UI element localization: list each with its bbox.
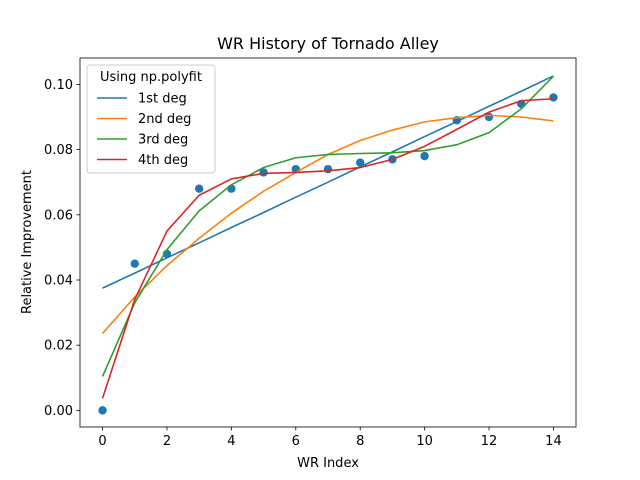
- data-point: [98, 406, 107, 415]
- x-tick-label: 10: [416, 434, 433, 449]
- legend-box: [86, 64, 216, 174]
- legend: Using np.polyfit 1st deg 2nd deg 3rd deg 4th…: [86, 64, 216, 174]
- x-tick-label: 8: [356, 434, 364, 449]
- legend-entry: 1st deg: [138, 92, 187, 107]
- legend-title: Using np.polyfit: [100, 70, 202, 85]
- y-axis-label: Relative Improvement: [20, 170, 35, 314]
- x-tick-label: 0: [98, 434, 106, 449]
- chart-title: WR History of Tornado Alley: [217, 34, 439, 53]
- data-point: [356, 158, 365, 167]
- plot-area: 0 2 4 6 8 10 12 14 0.00 0.02 0.04 0.06 0.08 0.10 Using…: [44, 57, 577, 449]
- x-axis-label: WR Index: [297, 456, 359, 471]
- y-tick-label: 0.00: [44, 404, 73, 419]
- x-tick-label: 14: [545, 434, 562, 449]
- series-line-1: [102, 75, 554, 289]
- data-point: [194, 184, 204, 193]
- legend-entry: 2nd deg: [138, 112, 191, 127]
- x-tick-label: 6: [292, 434, 300, 449]
- data-point: [323, 164, 333, 174]
- y-tick-label: 0.04: [44, 273, 73, 288]
- data-point: [130, 259, 139, 268]
- y-tick-label: 0.10: [44, 78, 73, 93]
- y-tick-label: 0.08: [44, 143, 73, 158]
- data-point: [549, 93, 558, 102]
- y-tick-label: 0.02: [44, 339, 73, 354]
- axes-frame: [79, 57, 577, 428]
- data-point: [420, 151, 429, 161]
- series-line-3: [101, 75, 555, 377]
- x-tick-label: 2: [163, 434, 171, 449]
- y-tick-label: 0.06: [44, 208, 73, 223]
- x-tick-label: 4: [227, 434, 235, 449]
- legend-entry: 4th deg: [138, 153, 188, 168]
- legend-entry: 3rd deg: [138, 133, 188, 148]
- x-tick-label: 12: [481, 434, 498, 449]
- series-line-4: [101, 97, 554, 399]
